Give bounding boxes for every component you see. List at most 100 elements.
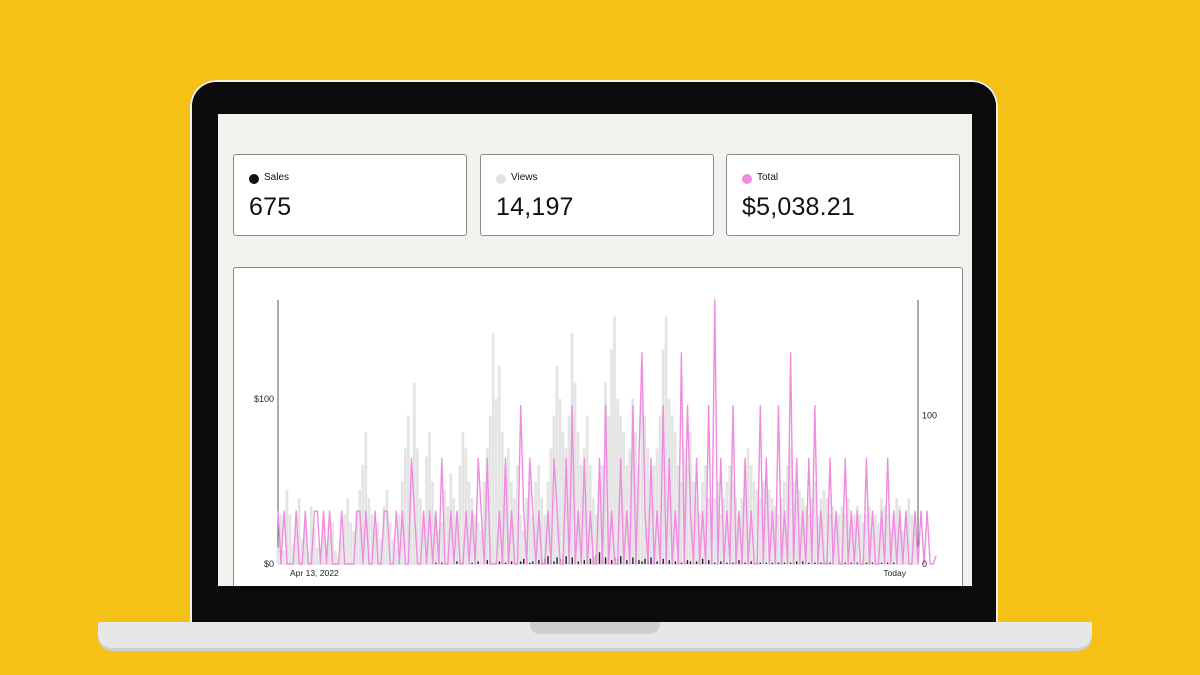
views-bar [516, 465, 519, 564]
sales-bar [529, 562, 531, 564]
views-bar [388, 522, 392, 564]
sales-bar [759, 562, 761, 564]
views-bar [604, 382, 607, 564]
sales-bar [789, 562, 792, 564]
views-bar [285, 489, 289, 564]
views-bar [300, 539, 304, 564]
views-bar [743, 465, 747, 564]
views-bar [361, 465, 365, 564]
chart-card[interactable]: $0 $100 0 100 Apr 13, 2022 Today [233, 267, 963, 586]
views-bar [567, 415, 571, 564]
views-bar [309, 506, 313, 564]
views-bar [616, 399, 619, 564]
views-bar [500, 432, 504, 564]
views-bar [825, 498, 829, 564]
views-bar [770, 498, 774, 564]
views-bar [334, 550, 337, 564]
sales-card[interactable]: Sales 675 [233, 154, 467, 236]
sales-value: 675 [249, 193, 292, 221]
sales-legend-dot [249, 174, 259, 184]
views-bar [355, 511, 359, 564]
views-bar [673, 432, 677, 564]
views-bar [610, 349, 613, 564]
views-bar [367, 498, 371, 564]
sales-bar [771, 562, 774, 564]
views-bar [837, 514, 841, 564]
views-bar [822, 489, 826, 564]
views-bar [658, 415, 662, 564]
sales-bar [820, 562, 822, 564]
views-bar [525, 498, 528, 564]
sales-bar [471, 562, 473, 564]
views-bar [555, 366, 559, 564]
sales-bar [598, 552, 601, 564]
views-bar [409, 465, 413, 564]
sales-bar [829, 562, 831, 564]
sales-bar [765, 562, 768, 564]
views-bar [892, 514, 895, 564]
right-axis-tick: 100 [922, 411, 937, 421]
views-bar [321, 517, 325, 564]
sales-bar [720, 561, 722, 564]
views-bar [458, 465, 462, 564]
views-bar [649, 481, 653, 564]
total-card[interactable]: Total $5,038.21 [726, 154, 960, 236]
views-bar [479, 531, 483, 564]
views-bar [755, 489, 759, 564]
views-bar [276, 547, 280, 564]
views-bar [303, 522, 307, 564]
views-bar [446, 506, 450, 564]
views-bar [528, 481, 531, 564]
views-bar [874, 514, 877, 564]
total-line [277, 299, 937, 565]
views-bar [503, 465, 507, 564]
views-bar [312, 527, 316, 564]
sales-bar [538, 560, 540, 564]
views-bar [695, 498, 698, 564]
sales-bar [662, 558, 664, 564]
sales-bar [510, 561, 513, 564]
views-bar [622, 432, 625, 564]
sales-bar [680, 562, 683, 564]
views-bar [561, 432, 565, 564]
views-bar [849, 522, 853, 564]
views-bar [713, 498, 716, 564]
views-bar [412, 382, 416, 564]
views-bar [828, 514, 832, 564]
sales-bar [641, 561, 643, 564]
views-bar [810, 498, 814, 564]
views-bar [279, 514, 283, 564]
sales-bar [441, 562, 443, 564]
views-bar [373, 531, 377, 564]
views-bar [804, 506, 807, 564]
views-bar [795, 498, 798, 564]
views-bar [455, 514, 459, 564]
sales-bar [532, 561, 534, 564]
views-bar [443, 489, 447, 564]
views-bar [676, 465, 680, 564]
views-bar [315, 547, 319, 564]
views-bar [670, 415, 674, 564]
views-card[interactable]: Views 14,197 [480, 154, 714, 236]
views-bar [798, 489, 801, 564]
sales-bar [644, 558, 646, 564]
views-bar [519, 514, 522, 564]
views-bar [540, 498, 544, 564]
views-bar [904, 522, 908, 564]
time-series-chart[interactable]: $0 $100 0 100 Apr 13, 2022 Today [234, 268, 962, 586]
views-bar [843, 514, 847, 564]
views-bar [461, 432, 465, 564]
views-bar [340, 539, 343, 564]
views-bar [494, 399, 498, 564]
sales-bar [844, 562, 846, 564]
total-label: Total [757, 172, 779, 183]
views-bar [531, 514, 534, 564]
views-bar [564, 448, 568, 564]
views-bar [764, 473, 768, 564]
sales-bar [808, 562, 810, 564]
sales-bar [486, 560, 488, 564]
views-bar [394, 547, 398, 564]
sales-bar [750, 561, 752, 564]
views-bar [346, 498, 349, 564]
dashboard-screen: Sales 675 Views 14,197 Total $5,038.21 $… [218, 114, 972, 586]
